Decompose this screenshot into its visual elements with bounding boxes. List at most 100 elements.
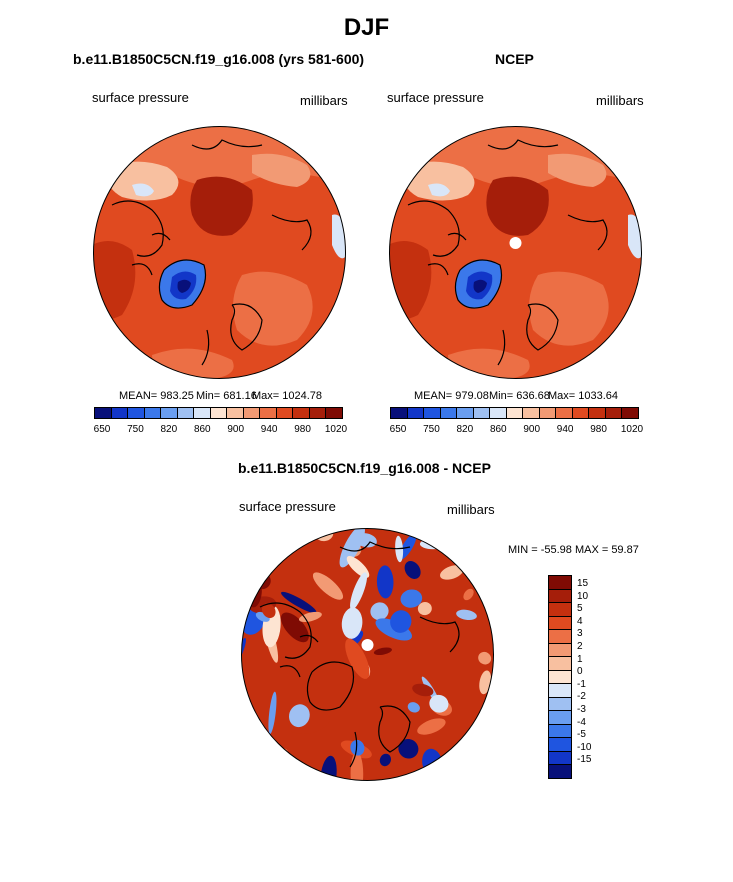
colorbar-tick-label: 1020 [324,424,348,435]
difference-contour-region [419,538,447,550]
colorbar-tick-label: 980 [590,424,607,435]
difference-contour-region [248,737,272,765]
colorbar-box [489,407,507,419]
north-pole-marker [361,639,374,651]
pressure-contour-region [529,271,609,346]
colorbar-tick-label: 650 [93,424,111,435]
colorbar-box [209,407,228,419]
pressure-contour-region [486,176,549,236]
colorbar-tick-label: 4 [577,615,583,627]
map-boundary-circle [389,126,642,379]
colorbar-box [325,407,343,419]
colorbar-tick-label: 0 [577,666,583,678]
pressure-contour-region [428,183,450,197]
colorbar-tick-label: 650 [389,424,407,435]
difference-contour-region [241,637,246,665]
panel-3-colorbar [548,575,572,779]
coastline [306,661,355,711]
difference-contour-region [417,602,432,616]
colorbar-tick-label: 980 [294,424,311,435]
difference-contour-region [250,752,271,774]
difference-contour-region [463,541,476,567]
colorbar-box [308,407,327,419]
colorbar-box [548,723,572,739]
difference-contour-region [412,683,434,697]
difference-contour-region [373,647,392,656]
colorbar-box [548,629,572,644]
colorbar-box [548,737,572,752]
colorbar-tick-label: 15 [577,578,589,589]
coastline [567,214,608,251]
colorbar-box [423,407,441,419]
colorbar-box [548,575,572,590]
difference-contour-region [370,602,389,621]
pressure-contour-region [252,153,311,187]
difference-contour-region [463,588,474,601]
panel-2-title: NCEP [495,51,534,67]
colorbar-box [538,407,557,419]
colorbar-box [143,407,162,419]
difference-contour-region [478,651,492,665]
difference-contour-region [456,609,477,621]
coastline [230,303,263,351]
colorbar-box [176,407,195,419]
panel-1-title: b.e11.B1850C5CN.f19_g16.008 (yrs 581-600… [73,51,365,67]
colorbar-box [548,602,572,617]
greenland-min-region [473,279,487,293]
difference-contour-region [398,738,419,759]
coastline [111,200,164,257]
colorbar-tick-label: 940 [556,424,574,435]
colorbar-tick-label: 750 [127,424,144,435]
colorbar-tick-label: 900 [227,424,245,435]
map-boundary-circle [241,528,494,781]
difference-contour-region [341,607,363,639]
panel-2-min: Min= 636.68 [489,390,550,402]
coastline [191,139,263,150]
colorbar-tick-label: 820 [160,424,178,435]
coastline [279,634,319,678]
map-boundary-circle [93,126,346,379]
colorbar-box [548,696,572,712]
difference-contour-region [379,753,391,767]
difference-contour-region [261,603,276,619]
colorbar-box [548,642,572,658]
difference-contour-region [241,706,253,733]
colorbar-tick-label: -1 [577,678,586,690]
colorbar-tick-label: 750 [423,424,440,435]
difference-contour-region [345,638,370,679]
colorbar-box [548,615,572,631]
colorbar-box [390,407,408,419]
coastline [419,616,460,653]
panel-2-max: Max= 1033.64 [548,390,619,402]
difference-contour-region [268,691,277,734]
north-pole-marker [509,237,522,249]
pressure-contour-region [132,183,154,197]
coastline [526,303,559,351]
difference-contour-region [429,694,449,713]
difference-contour-region [390,610,412,633]
difference-contour-region [263,528,303,542]
colorbar-tick-label: 860 [489,424,507,435]
coastline [259,602,312,659]
colorbar-box [621,407,639,419]
colorbar-box [439,407,458,419]
panel-1-variable-label: surface pressure [92,90,189,105]
pressure-contour-region [190,176,253,236]
panel-3-polar-map [241,528,494,781]
colorbar-box [226,407,244,419]
coastline [378,705,411,753]
panel-1-units-label: millibars [300,93,348,108]
difference-contour-region [376,565,394,599]
pressure-contour-region [402,161,475,201]
pressure-contour-region [548,153,607,187]
panel-1-min: Min= 681.16 [196,390,257,402]
difference-contour-region [439,565,464,580]
difference-contour-region [281,591,317,614]
colorbar-tick-label: -10 [577,741,592,753]
difference-contour-region [404,561,421,579]
colorbar-tick-label: 860 [193,424,211,435]
difference-contour-region [400,589,423,608]
colorbar-tick-label: 900 [523,424,541,435]
colorbar-tick-label: -4 [577,716,586,728]
difference-contour-region [454,757,479,781]
